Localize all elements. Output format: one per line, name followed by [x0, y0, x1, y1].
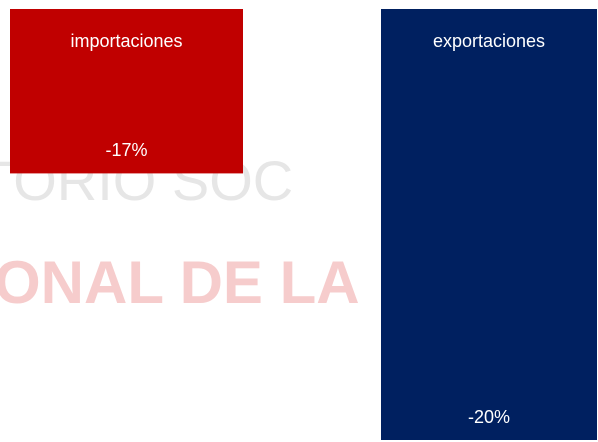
category-label: exportaciones — [433, 31, 545, 51]
bar — [10, 9, 243, 174]
bar — [381, 9, 597, 440]
value-label: -17% — [105, 140, 147, 160]
category-label: importaciones — [70, 31, 182, 51]
watermark: ONAL DE LA — [0, 249, 360, 316]
value-label: -20% — [468, 407, 510, 427]
